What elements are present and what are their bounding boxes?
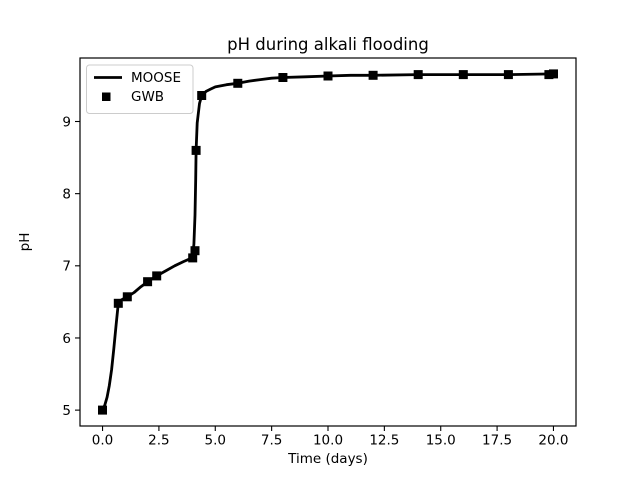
gwb-square-marker-icon <box>102 92 111 101</box>
x-tick-label: 17.5 <box>482 433 512 449</box>
gwb-marker <box>98 405 107 415</box>
gwb-marker <box>413 70 423 80</box>
chart-title: pH during alkali flooding <box>227 35 429 54</box>
x-tick-label: 2.5 <box>148 433 169 449</box>
x-tick-label: 0.0 <box>92 433 113 449</box>
x-tick-label: 5.0 <box>205 433 226 449</box>
gwb-marker <box>191 145 201 155</box>
gwb-marker <box>197 91 207 100</box>
gwb-marker <box>122 292 132 302</box>
y-tick-label: 5 <box>62 403 71 419</box>
x-tick-label: 12.5 <box>369 433 399 449</box>
y-tick-label: 7 <box>62 259 71 275</box>
data-series <box>98 69 558 415</box>
gwb-marker <box>503 70 513 80</box>
gwb-marker <box>323 71 333 81</box>
y-tick-label: 9 <box>62 114 71 130</box>
gwb-marker <box>152 271 162 281</box>
gwb-marker <box>278 73 288 82</box>
gwb-marker <box>143 277 153 287</box>
gwb-marker <box>458 70 468 80</box>
gwb-marker <box>233 78 243 88</box>
legend-label-gwb: GWB <box>131 89 164 105</box>
gwb-marker <box>544 70 554 80</box>
x-tick-label: 20.0 <box>538 433 568 449</box>
gwb-marker <box>113 298 123 308</box>
gwb-marker <box>190 246 200 256</box>
y-tick-label: 8 <box>62 186 71 202</box>
gwb-marker <box>549 69 558 79</box>
y-axis-label: pH <box>17 233 33 252</box>
moose-line <box>101 72 555 412</box>
x-tick-label: 15.0 <box>426 433 456 449</box>
legend-label-moose: MOOSE <box>131 70 181 86</box>
gwb-marker <box>188 253 198 263</box>
x-tick-label: 7.5 <box>261 433 282 449</box>
legend: MOOSE GWB <box>86 64 194 114</box>
axis-ticks: 0.0 2.5 5.0 7.5 10.0 12.5 15.0 17.5 20.0 5 6 7 8 9 <box>62 114 568 448</box>
gwb-marker <box>368 70 378 80</box>
x-tick-label: 10.0 <box>313 433 343 449</box>
x-axis-label: Time (days) <box>287 451 368 467</box>
y-tick-label: 6 <box>62 331 71 347</box>
